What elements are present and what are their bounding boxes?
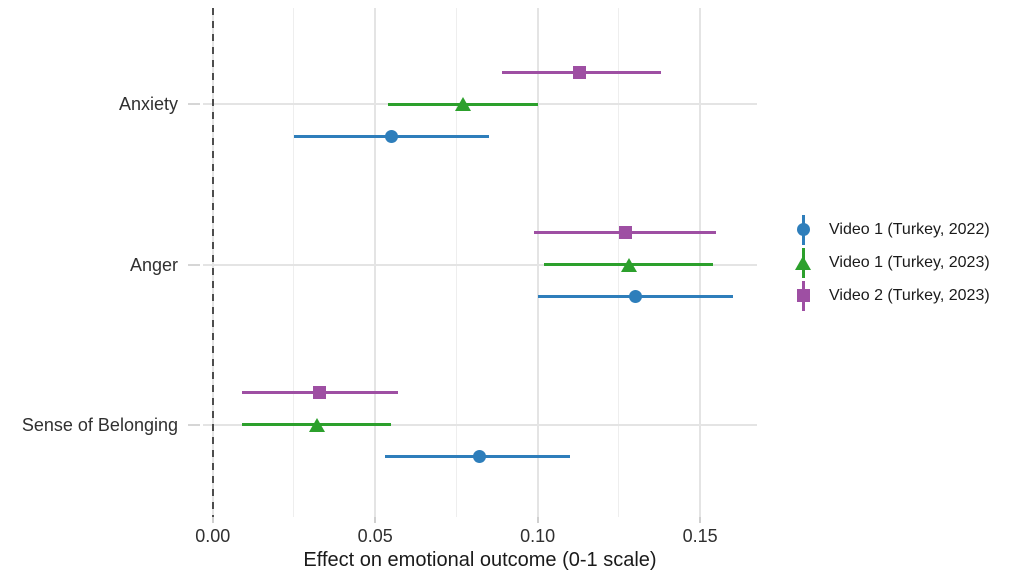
legend-item: Video 1 (Turkey, 2023) (791, 246, 990, 279)
point-marker-circle (628, 290, 642, 303)
x-axis-title: Effect on emotional outcome (0-1 scale) (303, 549, 657, 571)
legend-label: Video 2 (Turkey, 2023) (829, 286, 990, 304)
x-axis-tick (211, 517, 214, 523)
x-tick-label: 0.15 (682, 526, 718, 546)
y-axis-label: Anger (129, 254, 178, 275)
gridline-minor-vertical (293, 8, 295, 517)
y-axis-label: Sense of Belonging (21, 414, 178, 435)
zero-reference-line (211, 8, 214, 525)
gridline-minor-vertical (455, 8, 457, 517)
point-marker-triangle (620, 257, 637, 272)
legend-label: Video 1 (Turkey, 2022) (829, 220, 990, 238)
legend: Video 1 (Turkey, 2022) Video 1 (Turkey, 2… (791, 213, 990, 312)
x-axis-tick (536, 517, 539, 523)
gridline-major-horizontal (203, 423, 757, 426)
x-axis-tick (374, 517, 377, 523)
x-axis-tick (699, 517, 702, 523)
legend-item: Video 1 (Turkey, 2022) (791, 213, 990, 246)
point-marker-square (313, 386, 327, 399)
gridline-major-vertical (699, 8, 702, 517)
point-marker-square (618, 226, 632, 239)
point-marker-triangle (308, 417, 325, 432)
gridline-major-vertical (374, 8, 377, 517)
gridline-minor-vertical (618, 8, 620, 517)
y-axis-tick (188, 263, 200, 266)
legend-label: Video 1 (Turkey, 2023) (829, 253, 990, 271)
x-tick-label: 0.10 (520, 526, 556, 546)
legend-key-square-icon (791, 279, 815, 312)
point-marker-circle (472, 450, 486, 463)
legend-marker-circle-icon (796, 223, 810, 236)
gridline-major-vertical (536, 8, 539, 517)
point-marker-circle (384, 129, 398, 143)
point-marker-triangle (454, 97, 471, 111)
legend-key-circle-icon (791, 213, 815, 246)
x-tick-label: 0.00 (195, 526, 231, 546)
legend-key-triangle-icon (791, 246, 815, 279)
legend-marker-triangle-icon (795, 255, 811, 270)
gridline-major-horizontal (203, 263, 757, 266)
legend-marker-square-icon (796, 289, 810, 302)
legend-item: Video 2 (Turkey, 2023) (791, 279, 990, 312)
x-tick-label: 0.05 (357, 526, 393, 546)
point-marker-square (573, 65, 587, 79)
y-axis-tick (188, 423, 200, 426)
y-axis-tick (188, 103, 200, 105)
y-axis-label: Anxiety (118, 94, 178, 114)
